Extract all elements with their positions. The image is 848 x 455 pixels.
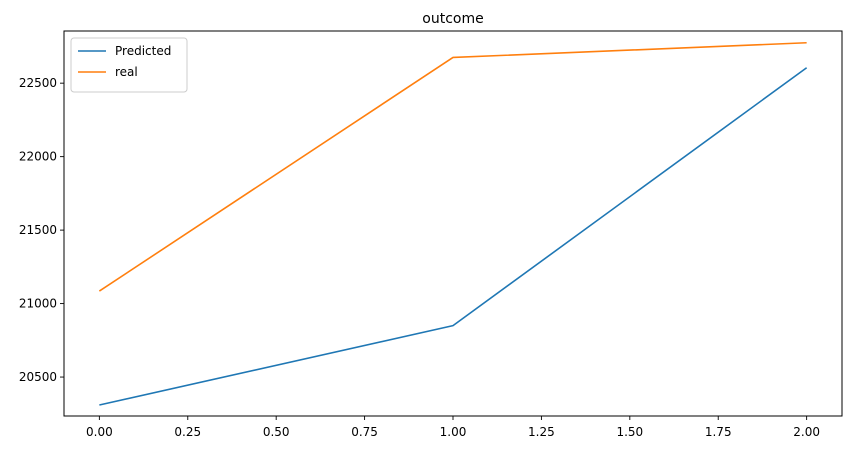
x-tick-label: 0.50 — [263, 425, 290, 439]
x-tick-label: 0.75 — [351, 425, 378, 439]
legend: Predicted real — [70, 37, 188, 93]
x-axis: 0.00 0.25 0.50 0.75 1.00 1.25 1.50 1.75 2.00 — [86, 416, 820, 439]
legend-label: Predicted — [115, 44, 171, 58]
legend-label: real — [115, 65, 138, 79]
x-tick-label: 0.25 — [174, 425, 201, 439]
chart-title: outcome — [422, 11, 483, 27]
x-tick-label: 0.00 — [86, 425, 113, 439]
series-line-0 — [99, 67, 808, 406]
y-tick-label: 20500 — [19, 370, 57, 384]
series-line-1 — [98, 41, 807, 292]
series-layer — [98, 41, 808, 406]
y-tick-label: 22500 — [19, 76, 57, 90]
y-axis: 20500 21000 21500 22000 22500 — [19, 76, 64, 384]
y-tick-label: 21500 — [19, 223, 57, 237]
y-tick-label: 21000 — [19, 297, 57, 311]
x-tick-label: 1.50 — [616, 425, 643, 439]
y-tick-label: 22000 — [19, 150, 57, 164]
x-tick-label: 2.00 — [793, 425, 820, 439]
x-tick-label: 1.75 — [705, 425, 732, 439]
x-tick-label: 1.00 — [440, 425, 467, 439]
x-tick-label: 1.25 — [528, 425, 555, 439]
